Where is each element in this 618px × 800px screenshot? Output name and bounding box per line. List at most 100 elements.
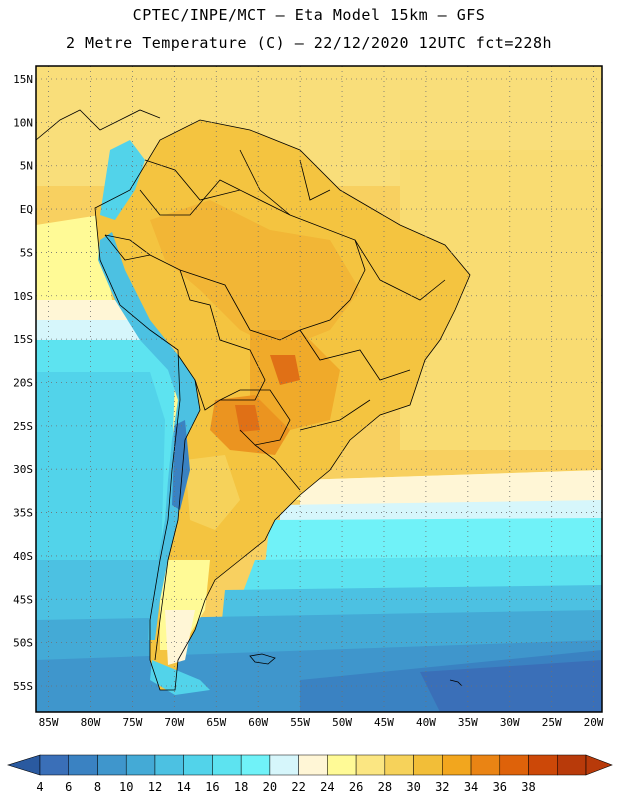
colorbar-swatch bbox=[499, 754, 529, 776]
colorbar-label: 38 bbox=[521, 780, 535, 794]
lat-label: 40S bbox=[13, 550, 33, 563]
colorbar-swatch bbox=[298, 754, 328, 776]
colorbar-label: 10 bbox=[119, 780, 133, 794]
colorbar-label: 34 bbox=[464, 780, 478, 794]
tierra-del-fuego-cold bbox=[150, 660, 210, 695]
colorbar-swatch bbox=[355, 754, 386, 776]
brazil-border-north-west bbox=[104, 159, 366, 341]
colorbar-high-arrow bbox=[585, 754, 613, 776]
band-22-atlantic bbox=[300, 470, 602, 510]
colorbar-swatch bbox=[442, 754, 472, 776]
band-20-atlantic bbox=[280, 500, 602, 522]
chart-title-line-1: CPTEC/INPE/MCT – Eta Model 15km – GFS bbox=[132, 6, 486, 24]
lat-label: 50S bbox=[13, 637, 33, 650]
suriname-border bbox=[299, 159, 331, 201]
band-16-pacific bbox=[36, 372, 165, 600]
lon-label: 25W bbox=[542, 716, 562, 729]
lat-label: 10S bbox=[13, 290, 33, 303]
lon-label: 70W bbox=[164, 716, 184, 729]
colorbar-swatch bbox=[413, 754, 443, 776]
mato-grosso-hot bbox=[270, 355, 300, 385]
colorbar-swatch bbox=[183, 754, 213, 776]
colorbar-label: 20 bbox=[263, 780, 277, 794]
colorbar-swatch bbox=[68, 754, 98, 776]
lat-label: 55S bbox=[13, 680, 33, 693]
lat-label: 20S bbox=[13, 376, 33, 389]
colorbar-label: 18 bbox=[234, 780, 248, 794]
lat-label: 15S bbox=[13, 333, 33, 346]
colorbar-swatch bbox=[240, 754, 271, 776]
lat-label: EQ bbox=[20, 203, 33, 216]
colombia-venezuela-border bbox=[139, 179, 241, 216]
lon-label: 30W bbox=[500, 716, 520, 729]
band-18-atlantic bbox=[265, 518, 602, 565]
lon-label: 60W bbox=[248, 716, 268, 729]
bolivia-border bbox=[179, 269, 266, 411]
colorbar-label: 32 bbox=[435, 780, 449, 794]
land-temperatures bbox=[95, 120, 470, 695]
colorbar-label: 4 bbox=[36, 780, 43, 794]
lon-label: 75W bbox=[122, 716, 142, 729]
central-andes-very-cold bbox=[172, 420, 190, 510]
lat-label: 30S bbox=[13, 463, 33, 476]
colorbar-swatch bbox=[327, 754, 357, 776]
colorbar-swatch bbox=[39, 754, 69, 776]
lat-label: 25S bbox=[13, 420, 33, 433]
lon-label: 35W bbox=[458, 716, 478, 729]
lon-label: 20W bbox=[584, 716, 604, 729]
colorbar-label: 36 bbox=[493, 780, 507, 794]
colorbar-swatch bbox=[154, 754, 184, 776]
colorbar-label: 28 bbox=[378, 780, 392, 794]
lat-label: 35S bbox=[13, 507, 33, 520]
map-area bbox=[36, 66, 602, 712]
lat-label: 5N bbox=[20, 160, 33, 173]
central-america-coast bbox=[36, 109, 161, 141]
chile-argentina-border bbox=[154, 354, 201, 661]
map-frame bbox=[35, 65, 603, 713]
colorbar-label: 26 bbox=[349, 780, 363, 794]
amazon-warm bbox=[150, 200, 360, 350]
colorbar-label: 8 bbox=[94, 780, 101, 794]
lon-label: 65W bbox=[206, 716, 226, 729]
colorbar-label: 22 bbox=[291, 780, 305, 794]
south-georgia bbox=[449, 679, 463, 687]
colorbar-label: 12 bbox=[148, 780, 162, 794]
brazil-state-borders-1 bbox=[299, 329, 411, 381]
south-patagonia-cool bbox=[165, 610, 195, 665]
islands bbox=[249, 653, 463, 687]
falkland-islands bbox=[249, 653, 276, 665]
lat-label: 15N bbox=[13, 73, 33, 86]
colorbar-swatch bbox=[384, 754, 414, 776]
lon-label: 55W bbox=[290, 716, 310, 729]
colorbar-swatch bbox=[528, 754, 558, 776]
lon-label: 80W bbox=[81, 716, 101, 729]
pampas-mild bbox=[185, 455, 240, 530]
south-america-coast bbox=[94, 119, 471, 691]
lat-label: 10N bbox=[13, 116, 33, 129]
lon-label: 40W bbox=[416, 716, 436, 729]
chart-title-line-2: 2 Metre Temperature (C) – 22/12/2020 12U… bbox=[65, 34, 553, 52]
longitude-labels: 85W 80W 75W 70W 65W 60W 55W 50W 45W 40W 35W 30W 25W 2… bbox=[39, 716, 604, 729]
colorbar-swatch bbox=[212, 754, 242, 776]
lon-label: 45W bbox=[374, 716, 394, 729]
country-borders bbox=[36, 109, 471, 691]
colorbar-swatch bbox=[470, 754, 501, 776]
brazil-state-borders-2 bbox=[354, 239, 446, 301]
colorbar-low-arrow bbox=[6, 754, 41, 776]
lat-label: 5S bbox=[20, 246, 33, 259]
colorbar-swatch bbox=[557, 754, 587, 776]
colorbar-label: 6 bbox=[65, 780, 72, 794]
colorbar-label: 16 bbox=[205, 780, 219, 794]
colorbar-label: 14 bbox=[176, 780, 190, 794]
paraguay-hot bbox=[235, 405, 260, 432]
colorbar-swatch bbox=[125, 754, 156, 776]
colorbar: 4 6 8 10 12 14 16 18 20 22 24 26 28 30 32 34 36 38 bbox=[6, 754, 613, 794]
lon-label: 50W bbox=[332, 716, 352, 729]
lat-label: 45S bbox=[13, 593, 33, 606]
ecuador-peru-border bbox=[104, 234, 151, 261]
guyana-border bbox=[239, 149, 291, 216]
colorbar-label: 30 bbox=[406, 780, 420, 794]
latitude-labels: 15N 10N 5N EQ 5S 10S 15S 20S 25S 30S 35S 40S 45S 50S 5… bbox=[13, 73, 33, 693]
brazil-state-borders-3 bbox=[299, 399, 371, 431]
